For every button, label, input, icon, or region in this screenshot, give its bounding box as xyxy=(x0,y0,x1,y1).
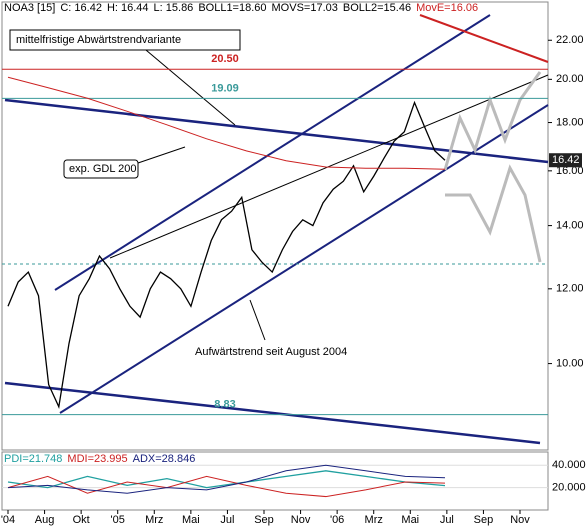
annotation: Aufwärtstrend seit August 2004 xyxy=(195,346,347,358)
header-item: H: 16.44 xyxy=(107,2,149,14)
level-label: 8.83 xyxy=(214,399,235,411)
header-item: NOA3 [15] xyxy=(4,2,55,14)
annotation: mittelfristige Abwärtstrendvariante xyxy=(16,34,181,46)
arrow xyxy=(249,299,266,341)
y-tick-label: 18.00 xyxy=(556,116,584,128)
x-tick-label: Mrz xyxy=(365,514,383,526)
x-tick-label: '04 xyxy=(1,514,15,526)
last-price-box xyxy=(549,153,582,168)
downtrend-line xyxy=(4,98,549,164)
long-downtrend-line xyxy=(4,381,541,445)
thin-trend-line xyxy=(109,74,549,259)
arrow xyxy=(139,44,236,126)
upper-channel xyxy=(54,14,491,291)
x-tick-label: Nov xyxy=(291,514,311,526)
indicator-title: PDI=21.748 xyxy=(4,453,62,465)
x-tick-label: Jul xyxy=(220,514,234,526)
lower-channel xyxy=(59,104,549,414)
y-tick-label: 20.00 xyxy=(556,73,584,85)
x-tick-label: Mrz xyxy=(145,514,163,526)
series-line xyxy=(7,475,446,498)
trend-lines xyxy=(2,14,549,445)
annotation: exp. GDL 200 xyxy=(69,163,136,175)
indicator-title: ADX=28.846 xyxy=(133,453,196,465)
arrow xyxy=(137,146,186,164)
level-label: 20.50 xyxy=(211,53,239,65)
series-line xyxy=(7,76,446,170)
header-item: C: 16.42 xyxy=(60,2,102,14)
y-tick-label: 14.00 xyxy=(556,220,584,232)
last-price-label: 16.42 xyxy=(552,154,580,166)
series-line xyxy=(7,100,446,410)
x-tick-label: '06 xyxy=(330,514,344,526)
y-tick-label: 10.00 xyxy=(556,357,584,369)
red-trend-line xyxy=(419,14,549,63)
y-tick-label: 20.000 xyxy=(552,482,586,494)
projection xyxy=(443,71,542,171)
x-tick-label: Okt xyxy=(73,514,90,526)
header-item: L: 15.86 xyxy=(154,2,194,14)
y-tick-label: 22.00 xyxy=(556,34,584,46)
header-item: BOLL2=15.46 xyxy=(343,2,411,14)
level-label: 19.09 xyxy=(211,82,239,94)
indicator-title: MDI=23.995 xyxy=(67,453,127,465)
x-tick-label: Aug xyxy=(35,514,55,526)
x-tick-label: Sep xyxy=(254,514,274,526)
header-item: BOLL1=18.60 xyxy=(198,2,266,14)
projection xyxy=(445,164,542,263)
header-item: MovE=16.06 xyxy=(416,2,478,14)
series-line xyxy=(7,470,446,489)
y-tick-label: 40.000 xyxy=(552,459,586,471)
x-tick-label: Mai xyxy=(401,514,419,526)
series-line xyxy=(7,464,446,494)
x-tick-label: Mai xyxy=(182,514,200,526)
x-tick-label: Sep xyxy=(474,514,494,526)
annotation-box xyxy=(63,159,139,179)
annotation-box xyxy=(9,29,241,51)
header-item: MOVS=17.03 xyxy=(272,2,338,14)
y-tick-label: 16.00 xyxy=(556,165,584,177)
indicator-panel xyxy=(1,451,549,511)
x-tick-label: '05 xyxy=(111,514,125,526)
y-tick-label: 12.00 xyxy=(556,283,584,295)
x-tick-label: Nov xyxy=(510,514,530,526)
x-tick-label: Jul xyxy=(440,514,454,526)
